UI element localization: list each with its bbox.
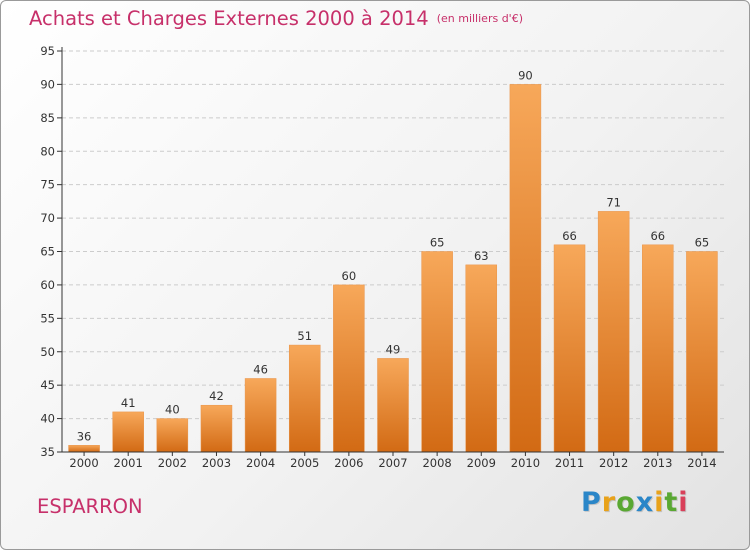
bar — [244, 378, 277, 453]
bar-value-label: 71 — [606, 195, 621, 209]
bar — [68, 445, 100, 453]
x-tick-label: 2005 — [290, 456, 319, 470]
bar — [597, 211, 630, 453]
axes — [57, 47, 724, 456]
x-tick-label: 2006 — [334, 456, 363, 470]
bar — [642, 244, 674, 453]
y-tick-label: 80 — [40, 144, 55, 158]
y-tick-label: 35 — [40, 445, 55, 459]
x-tick-label: 2012 — [599, 456, 628, 470]
bars — [68, 84, 718, 453]
bar — [112, 411, 144, 453]
y-tick-label: 95 — [40, 44, 55, 58]
x-tick-label: 2014 — [687, 456, 716, 470]
logo-letter: i — [654, 487, 665, 518]
bar — [465, 264, 498, 453]
bar-value-label: 90 — [518, 68, 533, 82]
x-tick-label: 2011 — [555, 456, 584, 470]
bar-value-label: 65 — [695, 236, 710, 250]
commune-name: ESPARRON — [37, 495, 143, 518]
y-tick-label: 85 — [40, 111, 55, 125]
proxiti-logo: Proxiti — [581, 487, 689, 518]
x-tick-label: 2009 — [467, 456, 496, 470]
chart-title-text: Achats et Charges Externes 2000 à 2014 — [29, 7, 429, 30]
bar — [553, 244, 586, 453]
y-tick-label: 55 — [40, 311, 55, 325]
y-tick-label: 90 — [40, 77, 55, 91]
x-tick-label: 2003 — [202, 456, 231, 470]
y-tick-label: 40 — [40, 412, 55, 426]
bar-value-label: 66 — [562, 229, 577, 243]
x-tick-label: 2008 — [422, 456, 451, 470]
logo-letter: x — [635, 487, 655, 518]
bar — [509, 84, 542, 453]
bar-value-label: 42 — [209, 389, 224, 403]
chart-title-unit: (en milliers d'€) — [436, 12, 523, 25]
bar — [200, 404, 233, 453]
bar-value-label: 60 — [342, 269, 357, 283]
chart-title: Achats et Charges Externes 2000 à 2014 (e… — [29, 7, 523, 30]
bar — [421, 251, 453, 453]
logo-letter: r — [601, 487, 617, 518]
bar-value-label: 66 — [650, 229, 665, 243]
bar — [377, 358, 409, 453]
bar-value-label: 65 — [430, 236, 445, 250]
logo-letter: i — [678, 487, 689, 518]
bar — [686, 251, 718, 453]
x-tick-label: 2013 — [643, 456, 672, 470]
bar-value-label: 51 — [297, 329, 312, 343]
bar — [156, 418, 189, 453]
bar-value-label: 63 — [474, 249, 489, 263]
logo-letter: P — [581, 487, 602, 518]
y-tick-label: 75 — [40, 178, 55, 192]
bar-value-label: 49 — [386, 342, 401, 356]
x-tick-label: 2000 — [69, 456, 98, 470]
bar — [333, 284, 365, 453]
x-tick-label: 2001 — [114, 456, 143, 470]
x-tick-label: 2004 — [246, 456, 275, 470]
y-tick-label: 65 — [40, 245, 55, 259]
bar-value-label: 41 — [121, 396, 136, 410]
x-tick-label: 2002 — [158, 456, 187, 470]
y-tick-label: 60 — [40, 278, 55, 292]
logo-letter: t — [664, 487, 679, 518]
bar-value-label: 36 — [77, 429, 92, 443]
y-tick-label: 50 — [40, 345, 55, 359]
x-tick-label: 2010 — [511, 456, 540, 470]
y-tick-label: 45 — [40, 378, 55, 392]
bar-value-label: 40 — [165, 403, 180, 417]
logo-letter: o — [616, 487, 636, 518]
x-tick-label: 2007 — [378, 456, 407, 470]
bar — [288, 344, 321, 453]
labels: 35 40 45 50 55 60 65 70 75 80 85 90 95 36 2000 41 2001 40… — [40, 44, 716, 470]
y-tick-label: 70 — [40, 211, 55, 225]
bar-value-label: 46 — [253, 362, 268, 376]
